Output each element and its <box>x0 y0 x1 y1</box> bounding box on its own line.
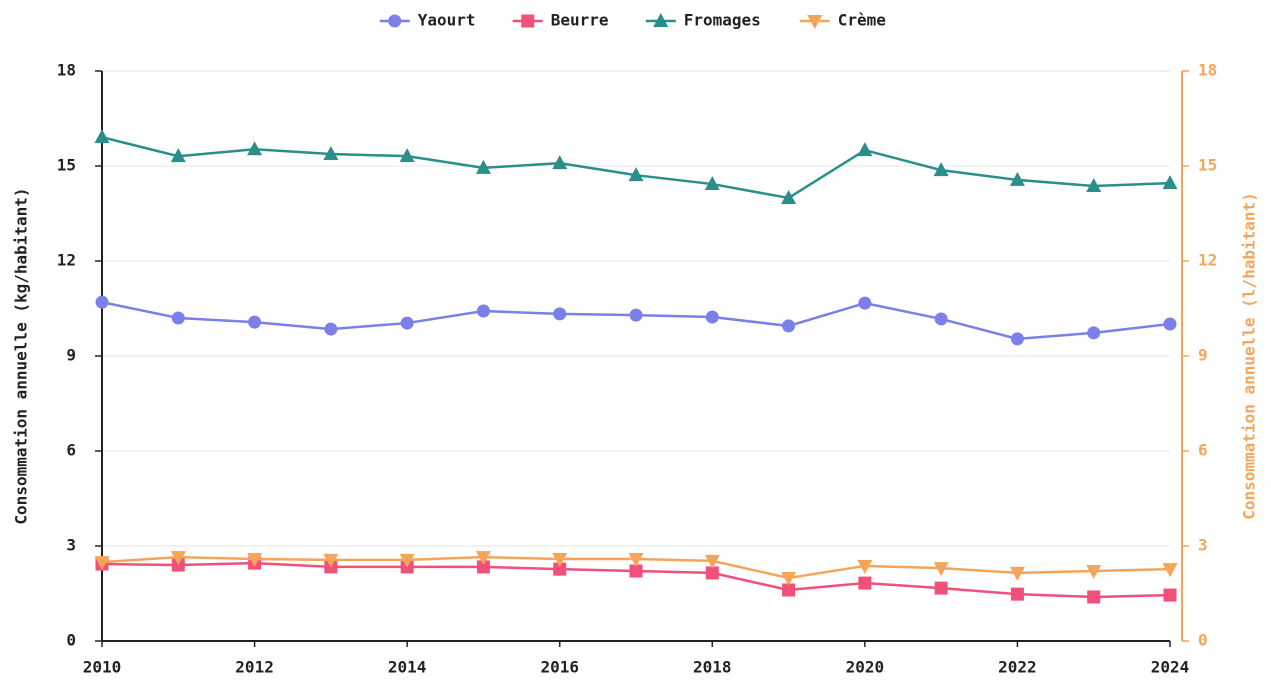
y2-tick-label: 12 <box>1198 251 1217 270</box>
point <box>170 551 186 566</box>
point <box>552 155 568 170</box>
legend-marker <box>653 13 669 27</box>
point <box>781 571 797 586</box>
point <box>1162 563 1178 578</box>
point <box>1010 332 1024 346</box>
point <box>476 560 490 574</box>
point <box>705 566 719 580</box>
y-axis-label: Consommation annuelle (kg/habitant) <box>12 187 31 524</box>
y2-tick-label: 3 <box>1198 536 1208 555</box>
point <box>1009 171 1025 186</box>
point <box>858 576 872 590</box>
y2-axis-label: Consommation annuelle (l/habitant) <box>1240 192 1259 520</box>
point <box>857 142 873 157</box>
point <box>323 553 339 568</box>
point <box>1163 588 1177 602</box>
legend-label: Yaourt <box>418 11 476 30</box>
point <box>1087 590 1101 604</box>
point <box>704 554 720 569</box>
point <box>323 145 339 160</box>
point <box>629 308 643 322</box>
point <box>400 316 414 330</box>
point <box>628 552 644 567</box>
legend-label: Beurre <box>551 11 609 30</box>
y2-tick-label: 9 <box>1198 346 1208 365</box>
legend-label: Crème <box>838 11 886 30</box>
point <box>475 159 491 174</box>
point <box>934 581 948 595</box>
legend-marker <box>521 14 535 28</box>
point <box>629 564 643 578</box>
point <box>782 583 796 597</box>
x-tick-label: 2012 <box>235 658 274 677</box>
point <box>94 129 110 144</box>
x-tick-label: 2022 <box>998 658 1037 677</box>
y-tick-label: 12 <box>57 251 76 270</box>
point <box>782 319 796 333</box>
point <box>247 141 263 156</box>
x-tick-label: 2020 <box>846 658 885 677</box>
legend-marker <box>388 14 402 28</box>
point <box>1010 587 1024 601</box>
y-tick-label: 15 <box>57 156 76 175</box>
x-tick-label: 2018 <box>693 658 732 677</box>
y2-tick-label: 0 <box>1198 631 1208 650</box>
point <box>553 562 567 576</box>
point <box>934 312 948 326</box>
y-tick-label: 6 <box>66 441 76 460</box>
x-tick-label: 2016 <box>540 658 579 677</box>
point <box>857 559 873 574</box>
point <box>1086 177 1102 192</box>
y-tick-label: 9 <box>66 346 76 365</box>
legend-label: Fromages <box>684 11 761 30</box>
point <box>705 310 719 324</box>
point <box>170 148 186 163</box>
y2-tick-label: 18 <box>1198 61 1217 80</box>
y-tick-label: 0 <box>66 631 76 650</box>
point <box>628 167 644 182</box>
point <box>781 189 797 204</box>
point <box>1163 317 1177 331</box>
x-tick-label: 2010 <box>83 658 122 677</box>
point <box>933 562 949 577</box>
x-tick-label: 2024 <box>1151 658 1190 677</box>
point <box>399 148 415 163</box>
y-tick-label: 18 <box>57 61 76 80</box>
legend-marker <box>807 15 823 29</box>
point <box>94 556 110 571</box>
y2-tick-label: 15 <box>1198 156 1217 175</box>
point <box>95 295 109 309</box>
point <box>171 311 185 325</box>
point <box>1009 566 1025 581</box>
point <box>1086 565 1102 580</box>
point <box>1162 175 1178 190</box>
y2-tick-label: 6 <box>1198 441 1208 460</box>
point <box>553 307 567 321</box>
y-tick-label: 3 <box>66 536 76 555</box>
point <box>248 315 262 329</box>
point <box>1087 326 1101 340</box>
x-tick-label: 2014 <box>388 658 427 677</box>
point <box>247 552 263 567</box>
point <box>858 296 872 310</box>
point <box>399 553 415 568</box>
point <box>475 551 491 566</box>
point <box>933 162 949 177</box>
point <box>324 322 338 336</box>
point <box>476 304 490 318</box>
point <box>704 176 720 191</box>
point <box>552 552 568 567</box>
